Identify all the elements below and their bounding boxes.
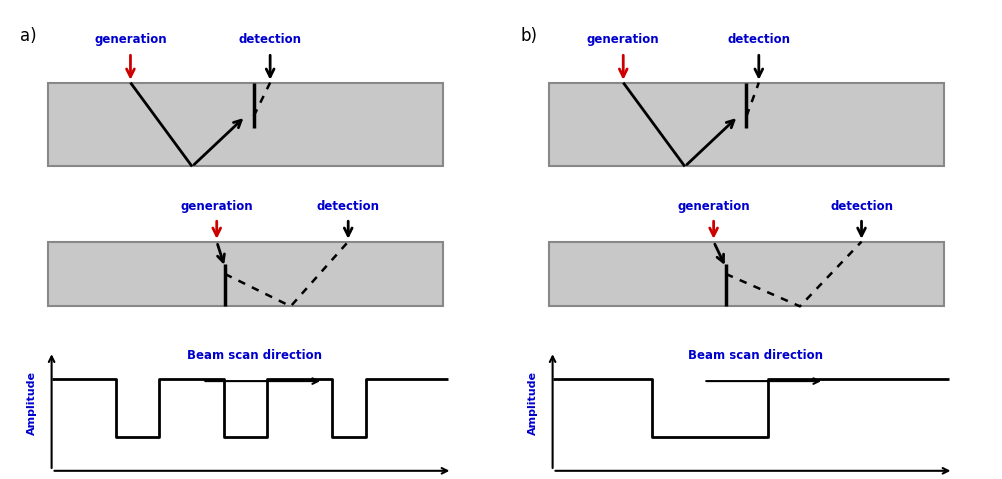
- Text: Amplitude: Amplitude: [27, 371, 37, 435]
- Text: a): a): [19, 27, 36, 46]
- Text: Beam scan direction: Beam scan direction: [186, 349, 322, 362]
- Bar: [549, 241, 944, 307]
- Bar: [549, 83, 944, 167]
- Text: Amplitude: Amplitude: [528, 371, 538, 435]
- Text: b): b): [521, 27, 537, 46]
- Text: detection: detection: [830, 200, 893, 213]
- Bar: [48, 83, 443, 167]
- Text: detection: detection: [317, 200, 380, 213]
- Bar: [48, 241, 443, 307]
- Text: generation: generation: [94, 33, 166, 46]
- Text: generation: generation: [180, 200, 254, 213]
- Text: Beam scan direction: Beam scan direction: [687, 349, 823, 362]
- Text: detection: detection: [727, 33, 791, 46]
- Text: generation: generation: [677, 200, 749, 213]
- Text: generation: generation: [587, 33, 659, 46]
- Text: detection: detection: [238, 33, 302, 46]
